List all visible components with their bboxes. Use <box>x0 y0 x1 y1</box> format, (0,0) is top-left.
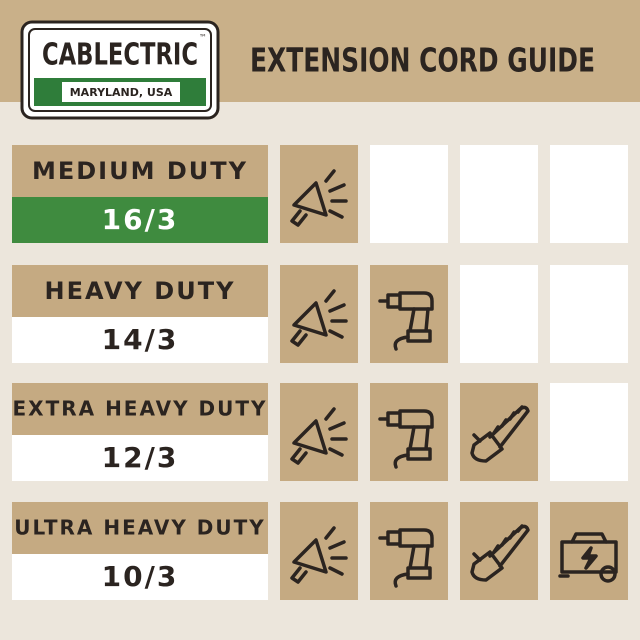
empty-cell <box>460 265 538 363</box>
work-light-icon <box>280 265 358 363</box>
logo-trademark: ™ <box>199 33 207 42</box>
empty-cell <box>550 383 628 481</box>
empty-cell <box>550 265 628 363</box>
empty-cell <box>550 145 628 243</box>
logo-location: MARYLAND, USA <box>70 86 173 99</box>
row: EXTRA HEAVY DUTY 12/3 <box>12 383 628 481</box>
work-light-icon <box>280 145 358 243</box>
duty-label: ULTRA HEAVY DUTY <box>14 516 266 540</box>
duty-box <box>12 145 268 197</box>
gauge-label: 12/3 <box>102 441 179 474</box>
gauge-box <box>12 435 268 481</box>
gauge-label: 14/3 <box>102 323 179 356</box>
duty-label: EXTRA HEAVY DUTY <box>13 397 268 421</box>
gauge-box <box>12 197 268 243</box>
gauge-box <box>12 554 268 600</box>
duty-box <box>12 383 268 435</box>
gauge-label: 10/3 <box>102 560 179 593</box>
logo-name: CABLECTRIC <box>42 38 198 73</box>
work-light-icon <box>280 502 358 600</box>
duty-box <box>12 265 268 317</box>
drill-icon <box>370 265 448 363</box>
chainsaw-icon <box>460 383 538 481</box>
work-light-icon <box>280 383 358 481</box>
row: ULTRA HEAVY DUTY 10/3 <box>12 502 628 600</box>
gauge-box <box>12 317 268 363</box>
duty-label: MEDIUM DUTY <box>32 157 248 185</box>
drill-icon <box>370 502 448 600</box>
empty-cell <box>370 145 448 243</box>
gauge-label: 16/3 <box>102 203 179 236</box>
logo: CABLECTRIC ™ MARYLAND, USA <box>20 20 220 120</box>
duty-box <box>12 502 268 554</box>
duty-label: HEAVY DUTY <box>45 277 236 305</box>
drill-icon <box>370 383 448 481</box>
page-title: EXTENSION CORD GUIDE <box>250 41 595 80</box>
empty-cell <box>460 145 538 243</box>
generator-icon <box>550 502 628 600</box>
chainsaw-icon <box>460 502 538 600</box>
row: MEDIUM DUTY 16/3 <box>12 145 628 243</box>
row: HEAVY DUTY 14/3 <box>12 265 628 363</box>
